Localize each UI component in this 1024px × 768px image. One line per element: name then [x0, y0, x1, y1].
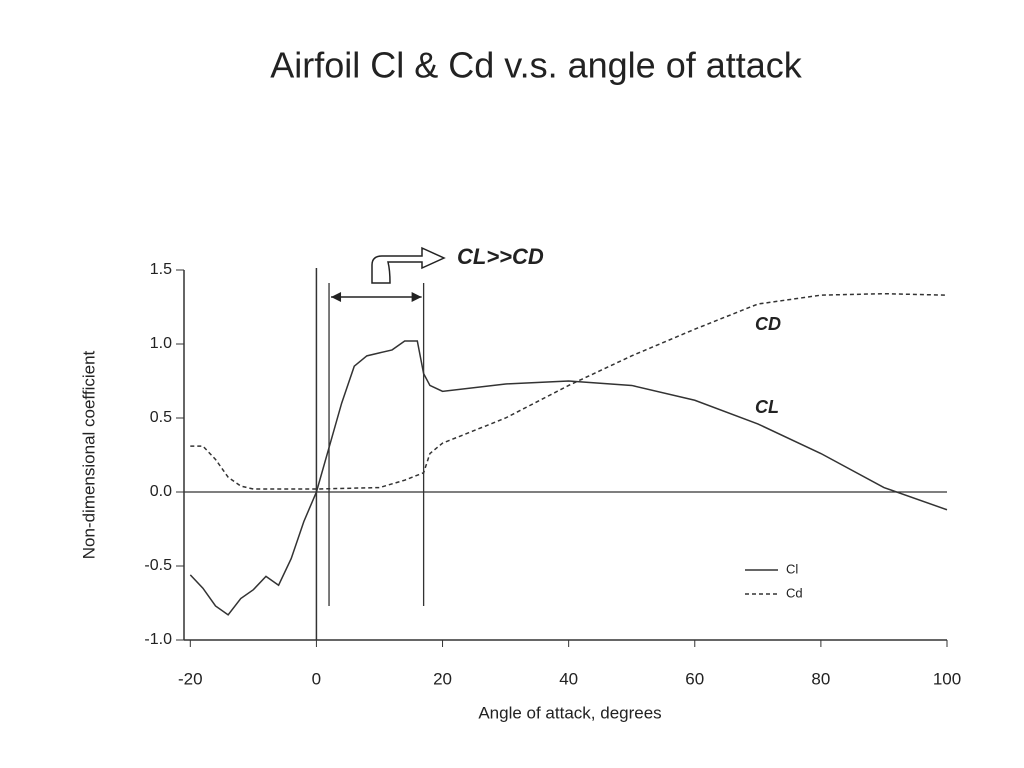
x-tick-label: 40	[559, 669, 578, 688]
y-tick-label: -0.5	[144, 557, 172, 574]
y-tick-label: 0.0	[150, 483, 172, 500]
line-series	[190, 292, 948, 490]
x-tick-label: -20	[178, 669, 203, 688]
x-tick-label: 80	[811, 669, 830, 688]
y-tick-label: 1.0	[150, 335, 172, 352]
curved-arrow	[371, 246, 446, 284]
x-tick-label: 100	[933, 669, 961, 688]
annotation: CD	[755, 314, 781, 334]
annotation: CL	[755, 397, 779, 417]
x-tick-label: 0	[312, 669, 321, 688]
slide-title: Airfoil Cl & Cd v.s. angle of attack	[270, 45, 803, 86]
x-axis-label: Angle of attack, degrees	[478, 703, 661, 722]
y-tick-label: 1.5	[150, 261, 172, 278]
y-tick-label: -1.0	[144, 631, 172, 648]
legend-label: Cd	[786, 585, 803, 600]
y-axis-label: Non-dimensional coefficient	[79, 350, 98, 559]
annotation: CL>>CD	[457, 244, 544, 269]
x-tick-label: 20	[433, 669, 452, 688]
x-tick-label: 60	[685, 669, 704, 688]
range-arrow-head	[331, 292, 422, 302]
line-series	[189, 340, 948, 616]
legend-label: Cl	[786, 561, 798, 576]
y-tick-label: 0.5	[150, 409, 172, 426]
